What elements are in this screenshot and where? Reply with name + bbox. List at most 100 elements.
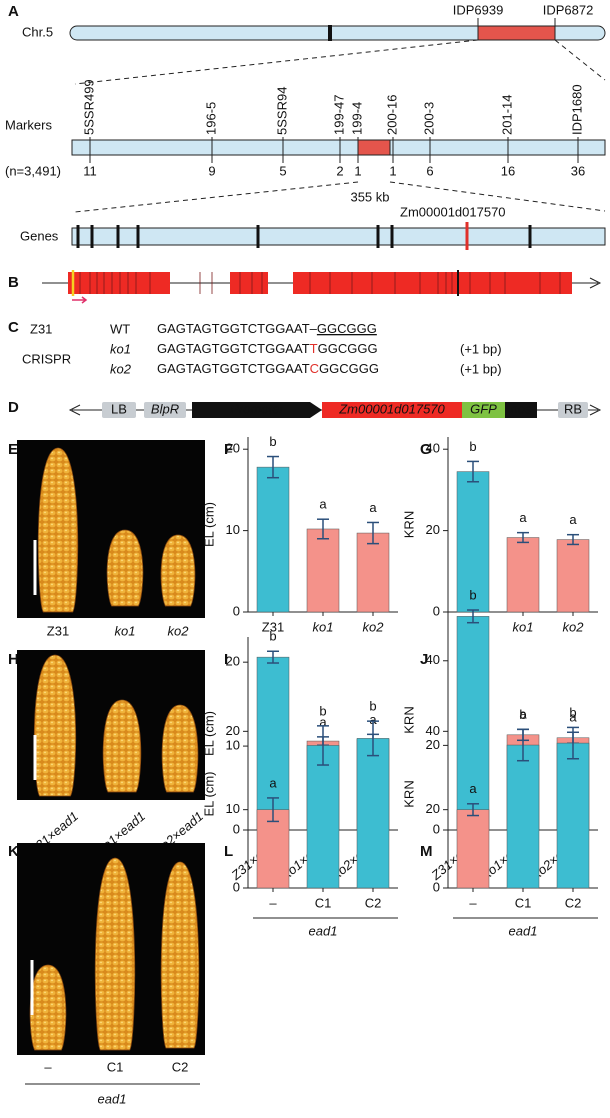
element-label: nos bbox=[511, 401, 532, 416]
significance-letter: a bbox=[269, 775, 277, 790]
marker-name: 199-47 bbox=[331, 95, 346, 135]
promoter-shape bbox=[192, 402, 322, 418]
y-tick-label: 0 bbox=[233, 821, 240, 836]
bar bbox=[506, 537, 540, 613]
seq-insert: C bbox=[310, 361, 319, 376]
note: (+1 bp) bbox=[460, 341, 502, 356]
seq-suffix: GGC bbox=[319, 361, 349, 376]
construct-element bbox=[144, 402, 186, 418]
x-tick-label: ko1 bbox=[313, 619, 334, 634]
seq-insert: – bbox=[310, 321, 318, 336]
element-label: Zm00001d017570 bbox=[338, 401, 445, 416]
recombinant-count: 2 bbox=[336, 163, 343, 178]
seq-prefix: GAGTAGTGGTCTGGAAT bbox=[157, 361, 310, 376]
population-label: (n=3,491) bbox=[5, 163, 61, 178]
x-tick-label: C1 bbox=[515, 895, 532, 910]
sequence: GAGTAGTGGTCTGGAATCGGCGGG bbox=[157, 361, 379, 376]
y-tick-label: 20 bbox=[226, 654, 240, 669]
bar bbox=[456, 471, 490, 613]
y-axis-label: EL (cm) bbox=[201, 502, 216, 547]
marker-name: 5SSR499 bbox=[81, 79, 96, 135]
bar bbox=[306, 528, 340, 613]
bar bbox=[456, 616, 490, 831]
fine-map-region bbox=[357, 139, 391, 156]
centromere bbox=[328, 25, 332, 41]
ear bbox=[160, 534, 196, 607]
photo-label: C1 bbox=[107, 1059, 124, 1074]
y-axis-label: EL (cm) bbox=[201, 711, 216, 756]
significance-letter: b bbox=[369, 699, 376, 714]
significance-letter: a bbox=[469, 781, 477, 796]
zoom-line bbox=[554, 39, 606, 81]
panel-letter: B bbox=[8, 274, 19, 291]
y-axis-label: EL (cm) bbox=[201, 771, 216, 816]
significance-letter: a bbox=[319, 497, 327, 512]
significance-letter: b bbox=[269, 629, 276, 644]
element-label: BlpR bbox=[151, 401, 179, 416]
recombinant-count: 11 bbox=[83, 163, 97, 178]
ear bbox=[94, 857, 136, 1051]
genotype: WT bbox=[110, 321, 130, 336]
panel-letter: M bbox=[420, 843, 433, 860]
ear bbox=[160, 861, 200, 1049]
bar bbox=[306, 745, 340, 889]
significance-letter: a bbox=[569, 512, 577, 527]
significance-letter: b bbox=[519, 707, 526, 722]
y-tick-label: 10 bbox=[226, 522, 240, 537]
genotype: ko1 bbox=[110, 341, 131, 356]
element-label: RB bbox=[564, 401, 582, 416]
bar bbox=[556, 742, 590, 889]
y-tick-label: 0 bbox=[233, 879, 240, 894]
arrowhead bbox=[589, 277, 602, 289]
sequence: GAGTAGTGGTCTGGAATTGGCGGG bbox=[157, 341, 378, 356]
y-tick-label: 20 bbox=[226, 441, 240, 456]
x-tick-label: Z31 bbox=[262, 619, 284, 634]
construct-element bbox=[505, 402, 537, 418]
panel-letter: J bbox=[420, 651, 428, 668]
zoom-line bbox=[74, 39, 479, 85]
construct-element bbox=[558, 402, 588, 418]
construct-element bbox=[102, 402, 136, 418]
gene-ticks bbox=[76, 222, 532, 250]
x-tick-label: C2 bbox=[365, 895, 382, 910]
significance-letter: b bbox=[469, 439, 476, 454]
recombinant-count: 1 bbox=[389, 163, 396, 178]
y-tick-label: 40 bbox=[426, 441, 440, 456]
y-tick-label: 10 bbox=[226, 801, 240, 816]
y-tick-label: 0 bbox=[433, 603, 440, 618]
genotype: ko2 bbox=[110, 361, 132, 376]
x-tick-label: – bbox=[469, 895, 477, 910]
x-tick-label: ko2 bbox=[563, 619, 585, 634]
recombinant-count: 9 bbox=[208, 163, 215, 178]
significance-letter: a bbox=[569, 710, 577, 725]
variant-lines bbox=[79, 272, 561, 294]
significance-letter: a bbox=[319, 714, 327, 729]
ear bbox=[33, 654, 77, 797]
element-label: LB bbox=[111, 401, 127, 416]
mapped-region bbox=[477, 25, 556, 41]
bar bbox=[356, 738, 390, 889]
note: (+1 bp) bbox=[460, 361, 502, 376]
marker-name: IDP1680 bbox=[569, 84, 584, 135]
marker-name: 200-16 bbox=[384, 95, 399, 135]
bar bbox=[356, 532, 390, 613]
ear bbox=[161, 704, 199, 793]
gene-bar bbox=[71, 227, 606, 246]
x-tick-label: ko2 bbox=[363, 619, 385, 634]
photo-label: ko2 bbox=[168, 623, 190, 638]
x-tick-label: ko1 bbox=[513, 619, 534, 634]
panel-letter: A bbox=[8, 3, 19, 20]
bar bbox=[456, 809, 490, 889]
photo-label: Z31 bbox=[47, 623, 69, 638]
interval-size: 355 kb bbox=[350, 189, 389, 204]
bar bbox=[256, 466, 290, 613]
seq-suffix: GGC bbox=[318, 341, 348, 356]
panel-letter: K bbox=[8, 843, 19, 860]
zoom-line bbox=[389, 181, 606, 212]
candidate-gene: Zm00001d017570 bbox=[400, 204, 506, 219]
element-label: Promoter bbox=[230, 401, 284, 416]
seq-pam: GGG bbox=[347, 341, 377, 356]
y-tick-label: 0 bbox=[433, 821, 440, 836]
construct-element bbox=[462, 402, 505, 418]
